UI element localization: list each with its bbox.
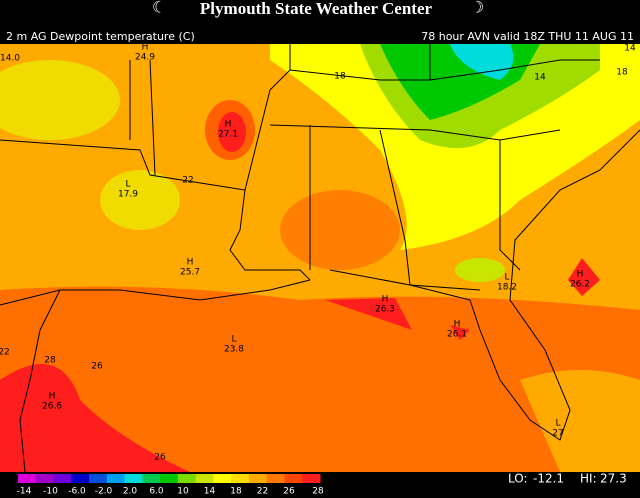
map-value: 25.7	[180, 268, 200, 278]
hi-value: 27.3	[600, 472, 627, 486]
colorbar-swatch	[302, 474, 321, 483]
colorbar-tick-label: 6.0	[149, 487, 164, 497]
map-value: 17.9	[118, 190, 138, 200]
map-value: 22	[0, 348, 10, 358]
colorbar-tick-label: -2.0	[95, 487, 113, 497]
pressure-symbol: H	[187, 258, 194, 268]
map-value: 24.9	[135, 53, 155, 63]
colorbar-swatch	[18, 474, 37, 483]
map-value: 18.2	[497, 283, 517, 293]
colorbar-tick-label: 22	[257, 487, 268, 497]
colorbar-swatch	[89, 474, 108, 483]
logo-right: ☽	[470, 0, 484, 17]
pressure-symbol: H	[382, 295, 389, 305]
map-value: 23.8	[224, 345, 244, 355]
map-value: 26.3	[375, 305, 395, 315]
map-value: 18	[334, 72, 346, 82]
pressure-symbol: H	[577, 270, 584, 280]
colorbar-tick-label: -14	[17, 487, 32, 497]
pressure-symbol: L	[555, 419, 560, 429]
pressure-symbol: H	[142, 43, 149, 53]
colorbar-swatch	[213, 474, 232, 483]
map-value: 27.1	[218, 130, 238, 140]
pressure-symbol: H	[454, 320, 461, 330]
pressure-symbol: L	[231, 335, 236, 345]
colorbar-tick-label: 26	[283, 487, 295, 497]
pressure-symbol: H	[225, 120, 232, 130]
colorbar-swatch	[35, 474, 55, 483]
colorbar-swatch	[284, 474, 303, 483]
colorbar-tick-label: 2.0	[123, 487, 138, 497]
colorbar-swatch	[266, 474, 285, 483]
map-value: 14	[624, 44, 636, 54]
colorbar-tick-label: 10	[177, 487, 189, 497]
colorbar: -14 -10 -6.0 -2.0 2.0 6.0 10 14 18 22 26 28	[17, 474, 324, 497]
map-value: 26	[154, 453, 166, 463]
map-value: 28	[44, 356, 56, 366]
colorbar-swatch	[106, 474, 126, 483]
map-value: 26.2	[570, 280, 590, 290]
colorbar-tick-label: -6.0	[68, 487, 86, 497]
colorbar-swatch	[142, 474, 161, 483]
map-value: 14.0	[0, 54, 20, 64]
field-label: 2 m AG Dewpoint temperature (C)	[6, 30, 195, 43]
map-value: 26.6	[42, 402, 62, 412]
colorbar-tick-label: 18	[230, 487, 242, 497]
colorbar-tick-label: 14	[204, 487, 216, 497]
pressure-symbol: L	[125, 180, 130, 190]
pressure-symbol: H	[49, 392, 56, 402]
map	[0, 44, 640, 472]
valid-label: 78 hour AVN valid 18Z THU 11 AUG 11	[421, 30, 634, 43]
colorbar-tick-label: -10	[43, 487, 58, 497]
colorbar-swatch	[160, 474, 179, 483]
colorbar-swatch	[177, 474, 197, 483]
colorbar-swatch	[71, 474, 90, 483]
lo-label: LO:	[508, 472, 528, 486]
colorbar-swatch	[231, 474, 250, 483]
map-value: 26	[91, 362, 103, 372]
colorbar-tick-label: 28	[312, 487, 324, 497]
pressure-symbol: L	[504, 273, 509, 283]
logo-left: ☾	[152, 0, 166, 17]
map-value: 22	[182, 176, 193, 186]
hi-label: HI:	[580, 472, 597, 486]
colorbar-swatch	[124, 474, 143, 483]
map-value: 14	[534, 73, 546, 83]
title: Plymouth State Weather Center	[200, 0, 433, 18]
map-value: 27	[552, 429, 563, 439]
map-value: 18	[616, 68, 628, 78]
map-value: 26.1	[447, 330, 467, 340]
colorbar-swatch	[195, 474, 214, 483]
colorbar-swatch	[53, 474, 72, 483]
colorbar-swatch	[248, 474, 268, 483]
lo-value: -12.1	[533, 472, 564, 486]
